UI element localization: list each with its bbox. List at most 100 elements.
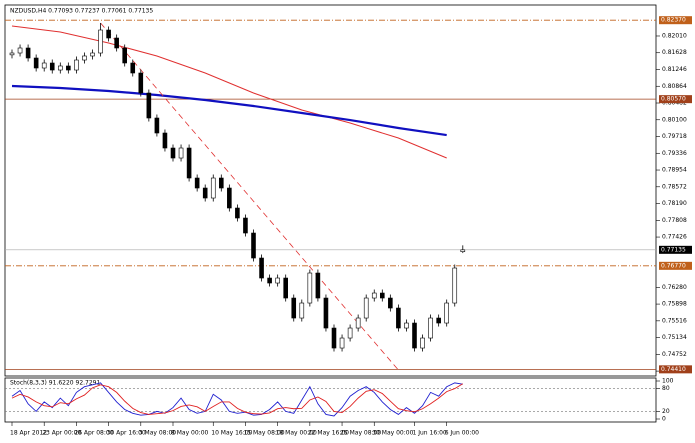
candle-body bbox=[444, 302, 450, 324]
candle-body bbox=[299, 302, 305, 319]
y-tick-label: 0.74752 bbox=[662, 351, 687, 358]
candle-body bbox=[291, 297, 297, 319]
candle-body bbox=[428, 317, 433, 339]
y-tick-label: 0.81246 bbox=[662, 66, 687, 73]
y-tick-label: 0.78190 bbox=[662, 200, 687, 207]
candle-body bbox=[355, 317, 361, 329]
stoch-tick-label: 100 bbox=[662, 378, 674, 385]
y-tick-label: 0.76280 bbox=[662, 284, 687, 291]
x-tick-label: 30 Apr 16:00 bbox=[107, 430, 146, 437]
x-tick-label: 18 May 00:00 bbox=[276, 430, 317, 437]
candle-body bbox=[114, 37, 119, 49]
candle-body bbox=[227, 187, 232, 209]
candle-body bbox=[219, 177, 224, 189]
y-tick-label: 0.77808 bbox=[662, 217, 687, 224]
y-tick-label: 0.75898 bbox=[662, 301, 687, 308]
candle-body bbox=[146, 92, 152, 119]
x-tick-label: 8 May 00:00 bbox=[171, 430, 209, 437]
candle-body bbox=[315, 272, 321, 299]
level-label: 0.74410 bbox=[661, 366, 686, 373]
candle-body bbox=[379, 292, 385, 299]
candle-body bbox=[98, 29, 103, 54]
y-tick-label: 0.78954 bbox=[662, 167, 687, 174]
y-tick-label: 0.80100 bbox=[662, 116, 687, 123]
y-tick-label: 0.77426 bbox=[662, 234, 687, 241]
candle-body bbox=[194, 177, 200, 189]
chart-title: NZDUSD,H4 0.77093 0.77237 0.77061 0.7713… bbox=[10, 8, 153, 15]
candle-body bbox=[396, 307, 401, 329]
candle-body bbox=[259, 257, 264, 279]
candle-body bbox=[138, 72, 144, 94]
y-tick-label: 0.80864 bbox=[662, 83, 687, 90]
y-tick-label: 0.81628 bbox=[662, 49, 687, 56]
x-tick-label: 30 May 00:00 bbox=[372, 430, 413, 437]
candle-body bbox=[17, 47, 23, 54]
candle-body bbox=[412, 322, 417, 349]
candle-body bbox=[331, 327, 337, 349]
candle-body bbox=[371, 292, 377, 299]
candle-body bbox=[41, 62, 47, 69]
level-label: 0.82370 bbox=[661, 17, 686, 24]
candle-body bbox=[460, 249, 466, 252]
y-tick-label: 0.82010 bbox=[662, 32, 687, 39]
level-label: 0.76770 bbox=[661, 262, 686, 269]
stoch-line bbox=[11, 382, 463, 417]
x-tick-label: 18 Apr 2012 bbox=[10, 430, 47, 437]
candle-body bbox=[57, 65, 63, 71]
candle-body bbox=[90, 52, 95, 57]
candle-body bbox=[420, 337, 425, 349]
candle-body bbox=[452, 267, 458, 304]
x-tick-label: 23 Apr 00:00 bbox=[42, 430, 81, 437]
y-tick-label: 0.75134 bbox=[662, 334, 687, 341]
stoch-panel bbox=[4, 377, 657, 423]
candle-body bbox=[210, 177, 216, 199]
x-tick-label: 3 May 08:00 bbox=[139, 430, 177, 437]
y-tick-label: 0.75516 bbox=[662, 317, 687, 324]
x-tick-label: 25 May 08:00 bbox=[340, 430, 381, 437]
candle-body bbox=[404, 322, 409, 329]
x-tick-label: 1 Jun 16:00 bbox=[413, 430, 447, 437]
candle-body bbox=[33, 57, 39, 69]
candle-body bbox=[275, 277, 280, 284]
x-tick-label: 6 Jun 00:00 bbox=[445, 430, 479, 437]
candle-body bbox=[235, 207, 240, 219]
level-tag bbox=[659, 261, 692, 270]
level-tag bbox=[659, 95, 692, 104]
candle-body bbox=[106, 29, 111, 39]
candle-body bbox=[339, 337, 345, 349]
x-tick-label: 22 May 16:00 bbox=[308, 430, 349, 437]
stoch-tick-label: 20 bbox=[662, 408, 670, 415]
level-label: 0.80570 bbox=[661, 96, 686, 103]
candle-body bbox=[49, 62, 55, 71]
candle-body bbox=[9, 52, 15, 56]
y-tick-label: 0.78572 bbox=[662, 183, 687, 190]
candle-body bbox=[251, 232, 256, 259]
x-tick-label: 15 May 08:00 bbox=[243, 430, 284, 437]
candle-body bbox=[436, 317, 441, 324]
stoch-line bbox=[11, 383, 464, 415]
candle-body bbox=[162, 132, 168, 149]
candle-body bbox=[267, 277, 272, 284]
y-tick-label: 0.79336 bbox=[662, 150, 687, 157]
stoch-tick-label: 0 bbox=[662, 416, 666, 423]
x-tick-label: 10 May 16:00 bbox=[211, 430, 252, 437]
level-tag bbox=[659, 365, 692, 374]
level-tag bbox=[659, 16, 692, 25]
candle-body bbox=[388, 297, 393, 309]
candle-body bbox=[82, 55, 87, 61]
moving-average bbox=[11, 25, 447, 159]
candle-body bbox=[25, 47, 31, 59]
candle-body bbox=[178, 147, 184, 159]
candle-body bbox=[154, 117, 160, 134]
main-panel bbox=[4, 4, 657, 377]
candle-body bbox=[130, 62, 136, 74]
x-tick-label: 26 Apr 08:00 bbox=[74, 430, 113, 437]
price-tag bbox=[659, 245, 692, 254]
candle-body bbox=[122, 47, 127, 64]
candle-body bbox=[307, 272, 313, 304]
candle-body bbox=[170, 147, 176, 159]
current-price-label: 0.77135 bbox=[661, 246, 686, 253]
candle-body bbox=[323, 297, 329, 329]
candle-body bbox=[243, 217, 248, 234]
